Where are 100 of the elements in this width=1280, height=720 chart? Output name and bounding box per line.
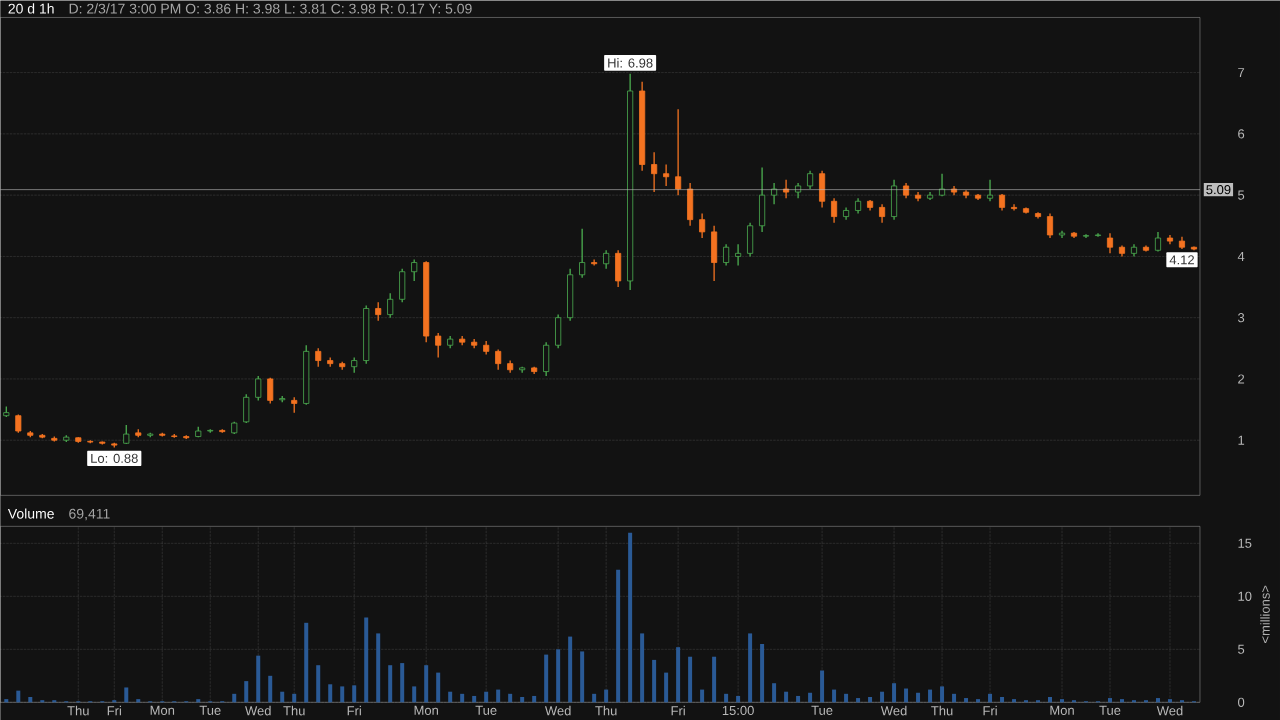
y-tick-label: 10	[1238, 591, 1252, 601]
bar	[448, 691, 453, 703]
bar	[520, 696, 525, 703]
y-axis-title: <millions>	[1260, 585, 1270, 643]
bar	[460, 693, 465, 703]
y-tick-label: 0	[1238, 697, 1245, 707]
bar	[328, 684, 333, 703]
bar	[280, 691, 285, 703]
x-tick-label: Wed	[1156, 705, 1183, 716]
y-tick-label: 1	[1238, 435, 1245, 445]
bar	[784, 691, 789, 703]
y-tick-label: 6	[1238, 129, 1245, 139]
y-tick-label: 7	[1238, 68, 1245, 77]
x-tick-label: Mon	[150, 705, 175, 715]
bar	[352, 685, 357, 703]
bar	[1012, 698, 1017, 703]
bar	[1120, 698, 1124, 703]
bar	[28, 696, 33, 703]
bar	[16, 690, 21, 703]
bar	[712, 656, 717, 703]
bar	[256, 655, 261, 703]
bar	[736, 695, 741, 703]
bar	[544, 654, 549, 703]
bar	[760, 643, 765, 703]
bar	[1108, 697, 1112, 703]
bar	[1000, 696, 1005, 703]
bar	[196, 698, 201, 703]
bar	[628, 532, 633, 703]
bar	[964, 697, 969, 703]
bar	[796, 695, 801, 703]
bar	[1155, 697, 1160, 703]
candlestick	[255, 375, 262, 401]
bar	[580, 651, 585, 703]
bar	[880, 691, 885, 703]
bar	[376, 633, 381, 703]
chart-title: 20 d 1h	[8, 3, 54, 14]
x-tick-label: Tue	[811, 705, 833, 715]
bar	[400, 662, 405, 703]
x-tick-label: Thu	[931, 705, 953, 716]
bar	[1060, 698, 1065, 703]
bar	[856, 697, 861, 703]
x-tick-label: Wed	[245, 705, 271, 716]
bar	[472, 695, 477, 703]
bar	[568, 636, 573, 703]
x-tick-label: Tue	[475, 705, 497, 715]
bar	[136, 698, 141, 703]
bar	[1036, 700, 1041, 703]
bar	[916, 692, 921, 703]
bar	[244, 680, 249, 703]
chart-title: Volume	[7, 508, 54, 519]
bar	[652, 659, 657, 703]
bar	[616, 569, 621, 703]
bar	[928, 689, 933, 703]
annotation: Lo: 0.88	[91, 453, 138, 463]
bar	[1024, 700, 1029, 703]
bar	[688, 656, 693, 703]
bar	[1048, 696, 1053, 703]
bar	[316, 665, 321, 703]
candlestick	[387, 292, 394, 319]
bar	[40, 700, 45, 703]
bar	[700, 689, 705, 703]
x-tick-label: Fri	[347, 705, 361, 716]
bar	[940, 686, 945, 703]
bar	[412, 686, 417, 703]
bar	[988, 693, 993, 703]
x-tick-label: Thu	[283, 705, 305, 716]
bar	[340, 686, 345, 703]
x-tick-label: Fri	[671, 705, 685, 716]
x-tick-label: Tue	[199, 705, 221, 715]
candlestick	[807, 169, 814, 190]
bar	[772, 683, 777, 703]
ref-line-label: 5.09	[1206, 184, 1231, 195]
bar	[748, 633, 753, 703]
candlestick	[15, 413, 22, 434]
candlestick	[735, 243, 742, 267]
y-tick-label: 5	[1238, 644, 1245, 654]
bar	[1132, 700, 1136, 703]
y-tick-label: 3	[1238, 312, 1245, 323]
bar	[640, 633, 645, 703]
annotation: Hi: 6.98	[608, 57, 653, 68]
bar	[364, 617, 369, 703]
candlestick	[267, 376, 274, 404]
candlestick	[123, 424, 130, 445]
bar	[124, 687, 129, 703]
bar	[904, 688, 909, 703]
bar	[604, 689, 609, 703]
bar	[292, 693, 297, 703]
bar	[976, 698, 981, 703]
x-tick-label: Wed	[880, 705, 907, 716]
bar	[424, 665, 429, 703]
bar	[832, 689, 837, 703]
x-tick-label: Thu	[67, 705, 89, 716]
bar	[1179, 700, 1184, 703]
x-tick-label: Fri	[983, 705, 997, 716]
bar	[112, 700, 117, 703]
bar	[676, 647, 681, 703]
bar	[532, 695, 537, 703]
bar	[724, 693, 729, 703]
candlestick	[987, 179, 994, 202]
text: 69,411	[69, 508, 110, 521]
